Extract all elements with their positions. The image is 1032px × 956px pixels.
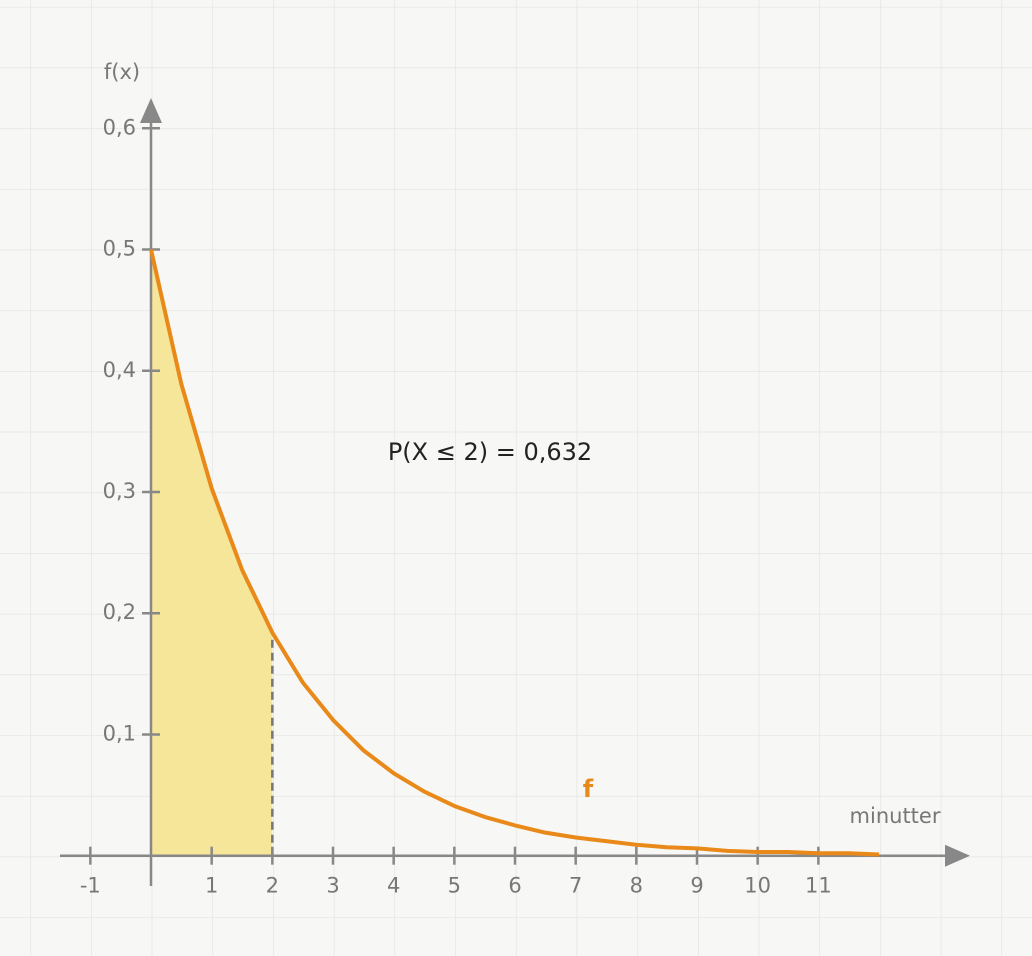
x-tick-label: 7 bbox=[569, 874, 582, 898]
x-tick-label: 6 bbox=[508, 874, 521, 898]
y-tick-label: 0,1 bbox=[103, 721, 136, 745]
x-axis-arrow bbox=[945, 844, 970, 867]
x-tick-label: 5 bbox=[448, 874, 461, 898]
x-tick-label: 11 bbox=[805, 874, 832, 898]
y-tick-label: 0,2 bbox=[103, 600, 136, 624]
x-tick-label: 3 bbox=[326, 874, 339, 898]
x-tick-label: 9 bbox=[690, 874, 703, 898]
x-tick-label: -1 bbox=[80, 874, 101, 898]
x-tick-label: 10 bbox=[744, 874, 771, 898]
x-tick-label: 4 bbox=[387, 874, 400, 898]
curve-label: f bbox=[583, 775, 594, 803]
annotation: P(X ≤ 2) = 0,632 bbox=[388, 438, 592, 466]
x-tick-label: 8 bbox=[630, 874, 643, 898]
x-axis-label: minutter bbox=[850, 804, 941, 828]
y-tick-label: 0,4 bbox=[103, 358, 136, 382]
shaded-area bbox=[151, 249, 273, 856]
y-axis-arrow bbox=[140, 98, 162, 123]
x-tick-label: 1 bbox=[205, 874, 218, 898]
y-tick-label: 0,6 bbox=[103, 115, 136, 139]
x-tick-label: 2 bbox=[266, 874, 279, 898]
y-tick-label: 0,5 bbox=[103, 237, 136, 261]
y-axis-label: f(x) bbox=[104, 60, 140, 84]
y-tick-label: 0,3 bbox=[103, 479, 136, 503]
curve bbox=[149, 249, 880, 857]
